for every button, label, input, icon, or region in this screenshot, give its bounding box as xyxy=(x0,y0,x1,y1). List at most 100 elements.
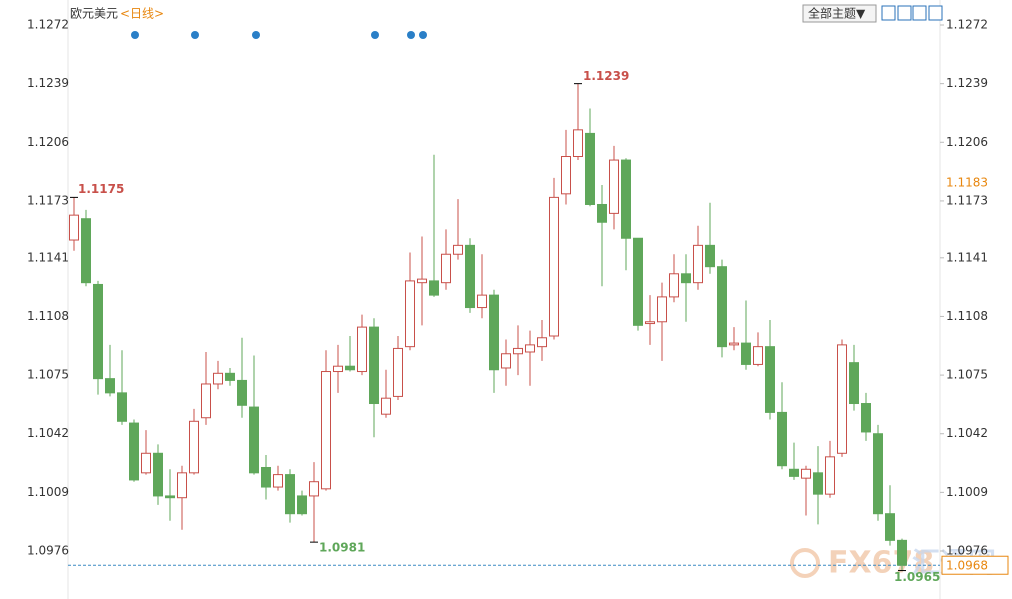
extreme-label: 1.0965 xyxy=(894,570,940,584)
candle-body xyxy=(285,474,295,515)
y2-tick-label: 1.1272 xyxy=(946,18,988,32)
candle-body xyxy=(825,456,835,495)
candle-body xyxy=(669,273,679,298)
y2-tick-label: 1.1141 xyxy=(946,250,988,264)
candle-body xyxy=(381,397,391,415)
candle-body xyxy=(513,347,523,355)
candle-body xyxy=(117,392,127,422)
candle-body xyxy=(153,452,163,497)
candle-body xyxy=(873,433,883,515)
candle-body xyxy=(609,159,619,214)
candle-body xyxy=(813,472,823,495)
watermark-icon xyxy=(790,548,820,578)
tool-icon[interactable] xyxy=(912,5,927,21)
marker-price-label: 1.1183 xyxy=(946,176,988,190)
candle-body xyxy=(225,372,235,381)
extreme-label: 1.0981 xyxy=(319,541,365,555)
candle-body xyxy=(141,452,151,474)
event-dot[interactable] xyxy=(191,31,199,39)
candle-body xyxy=(261,466,271,488)
candle-body xyxy=(777,411,787,467)
candle-body xyxy=(621,159,631,239)
candle-body xyxy=(345,365,355,371)
candle-body xyxy=(849,362,859,405)
candle-body xyxy=(753,346,763,365)
candle-body xyxy=(81,218,91,284)
chart-title: 欧元美元 xyxy=(70,7,118,21)
candle-body xyxy=(525,344,535,353)
candle-body xyxy=(441,253,451,284)
candle-body xyxy=(897,539,907,566)
y2-tick-label: 1.1042 xyxy=(946,426,988,440)
y-tick-label: 1.1075 xyxy=(27,368,69,382)
y2-tick-label: 1.1009 xyxy=(946,485,988,499)
last-price-box xyxy=(941,555,1009,575)
candle-body xyxy=(789,468,799,477)
tool-icon[interactable] xyxy=(881,5,896,21)
y-tick-label: 1.0976 xyxy=(27,544,69,558)
y2-tick-label: 1.1075 xyxy=(946,368,988,382)
candle-body xyxy=(657,296,667,323)
candle-body xyxy=(321,371,331,490)
candle-body xyxy=(429,280,439,296)
candle-body xyxy=(861,403,871,433)
event-dot[interactable] xyxy=(407,31,415,39)
candle-body xyxy=(465,244,475,309)
candle-body xyxy=(645,321,655,325)
candle-body xyxy=(405,280,415,348)
candle-body xyxy=(93,283,103,380)
candle-body xyxy=(489,294,499,371)
theme-button-label[interactable]: 全部主题▼ xyxy=(808,6,866,21)
candle-body xyxy=(393,347,403,397)
candle-body xyxy=(69,214,79,241)
candle-body xyxy=(477,294,487,309)
tool-icon[interactable] xyxy=(928,5,943,21)
y-tick-label: 1.1206 xyxy=(27,135,69,149)
event-dot[interactable] xyxy=(252,31,260,39)
candle-body xyxy=(501,353,511,369)
candle-body xyxy=(369,326,379,405)
candle-body xyxy=(597,203,607,223)
y-tick-label: 1.1009 xyxy=(27,485,69,499)
candle-body xyxy=(729,342,739,346)
candle-body xyxy=(213,372,223,385)
candle-body xyxy=(453,244,463,255)
tool-icon[interactable] xyxy=(897,5,912,21)
y-tick-label: 1.1108 xyxy=(27,309,69,323)
candle-body xyxy=(273,474,283,488)
candle-body xyxy=(417,278,427,284)
candle-body xyxy=(537,337,547,348)
candle-body xyxy=(585,132,595,205)
candle-body xyxy=(165,495,175,499)
candle-body xyxy=(885,513,895,541)
y2-tick-label: 1.1206 xyxy=(946,135,988,149)
y-tick-label: 1.1173 xyxy=(27,193,69,207)
candle-body xyxy=(297,495,307,515)
chart-subtitle: <日线> xyxy=(120,7,164,21)
theme-button[interactable] xyxy=(802,4,877,23)
y-tick-label: 1.1042 xyxy=(27,426,69,440)
candle-body xyxy=(705,244,715,268)
event-dot[interactable] xyxy=(131,31,139,39)
candle-body xyxy=(309,481,319,497)
candle-body xyxy=(801,468,811,479)
candle-body xyxy=(105,378,115,394)
y2-tick-label: 1.1239 xyxy=(946,76,988,90)
y2-tick-label: 1.1108 xyxy=(946,309,988,323)
candle-body xyxy=(717,266,727,348)
candle-body xyxy=(249,406,259,474)
event-dot[interactable] xyxy=(419,31,427,39)
candle-body xyxy=(189,420,199,474)
event-dot[interactable] xyxy=(371,31,379,39)
candle-body xyxy=(237,379,247,406)
y2-tick-label: 1.1173 xyxy=(946,193,988,207)
candle-body xyxy=(741,342,751,365)
candle-body xyxy=(333,365,343,373)
candle-body xyxy=(681,273,691,284)
candle-body xyxy=(177,472,187,499)
candle-body xyxy=(201,383,211,419)
watermark-logo: FX678 xyxy=(828,546,934,581)
candle-body xyxy=(693,244,703,284)
